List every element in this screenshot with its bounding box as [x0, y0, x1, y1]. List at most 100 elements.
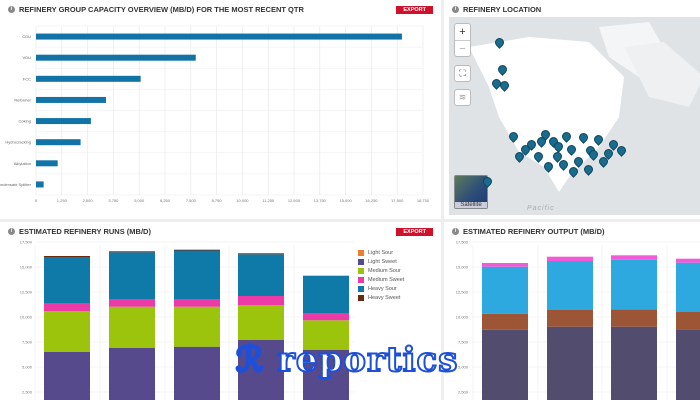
map-title: i REFINERY LOCATION — [452, 5, 541, 14]
legend-item[interactable]: Medium Sour — [358, 266, 404, 275]
output-panel: i ESTIMATED REFINERY OUTPUT (MB/D) 2,500 5… — [444, 222, 700, 400]
bar-segment-heavy-sweet — [109, 251, 155, 253]
bar-vdu — [36, 54, 196, 61]
y-category-label: Coking — [19, 119, 31, 124]
bar-alkylation — [36, 160, 58, 167]
y-tick-label: 10,000 — [20, 315, 33, 320]
bar-segment-heavy-sour — [238, 254, 284, 296]
bar-segment-light-sweet — [174, 346, 220, 400]
bar-condensate-splitter — [36, 181, 44, 188]
bar-segment-series-0 — [676, 329, 700, 400]
watermark-text: reportics — [276, 339, 459, 381]
zoom-in-button[interactable]: + — [455, 24, 470, 41]
bar-hydrocracking — [36, 139, 81, 146]
export-button[interactable]: EXPORT — [396, 6, 433, 14]
x-tick-label: 18,750 — [417, 198, 430, 203]
legend-item[interactable]: Heavy Sour — [358, 284, 404, 293]
x-tick-label: 17,500 — [391, 198, 404, 203]
y-category-label: FCC — [23, 76, 31, 81]
bar-segment-series-1 — [482, 313, 528, 330]
x-tick-label: 8,750 — [212, 198, 223, 203]
output-chart: 2,500 5,000 7,500 10,000 12,500 15,000 17,500 — [456, 240, 700, 400]
legend-swatch — [358, 249, 364, 256]
fullscreen-icon[interactable]: ⛶ — [454, 65, 471, 82]
capacity-chart: 0 1,250 2,500 3,750 5,000 6,250 7,500 8,750 10,0… — [0, 25, 430, 203]
bar-segment-heavy-sour — [109, 252, 155, 299]
x-tick-label: 12,500 — [288, 198, 301, 203]
x-tick-label: 2,500 — [83, 198, 94, 203]
bar-segment-series-0 — [547, 326, 593, 400]
ocean-label: Pacific — [527, 205, 555, 212]
runs-title: i ESTIMATED REFINERY RUNS (MB/D) — [8, 227, 151, 236]
runs-title-text: ESTIMATED REFINERY RUNS (MB/D) — [19, 227, 151, 236]
bar-segment-series-2 — [676, 262, 700, 312]
x-tick-label: 1,250 — [57, 198, 68, 203]
bar-cdu — [36, 33, 402, 40]
bar-segment-medium-sweet — [303, 313, 349, 321]
land-shapes — [469, 22, 700, 192]
x-tick-label: 0 — [35, 198, 38, 203]
bar-segment-series-3 — [611, 255, 657, 260]
legend-item[interactable]: Heavy Sweet — [358, 293, 404, 302]
output-title-text: ESTIMATED REFINERY OUTPUT (MB/D) — [463, 227, 605, 236]
bar-segment-heavy-sour — [174, 250, 220, 299]
satellite-label: Satellite — [455, 202, 487, 208]
x-tick-label: 3,750 — [108, 198, 119, 203]
y-tick-label: 15,000 — [20, 265, 33, 270]
bar-segment-heavy-sour — [44, 257, 90, 303]
y-category-label: CDU — [22, 34, 31, 39]
reportics-watermark-logo: ℛ reportics — [235, 339, 459, 381]
bar-segment-heavy-sour — [303, 275, 349, 313]
y-tick-label: 17,500 — [456, 240, 469, 245]
bar-segment-medium-sweet — [238, 296, 284, 305]
y-tick-label: 7,500 — [22, 340, 33, 345]
bar-segment-series-3 — [482, 263, 528, 267]
legend-label: Heavy Sweet — [368, 294, 401, 301]
y-tick-label: 5,000 — [22, 365, 33, 370]
runs-panel: i ESTIMATED REFINERY RUNS (MB/D) EXPORT 2… — [0, 222, 441, 400]
y-tick-label: 12,500 — [456, 290, 469, 295]
legend-item[interactable]: Light Sweet — [358, 257, 404, 266]
layers-icon[interactable]: ≋ — [454, 89, 471, 106]
map-panel: i REFINERY LOCATION + − ⛶ ≋ Satellite Pac… — [444, 0, 700, 219]
bar-coking — [36, 118, 91, 125]
bar-segment-series-0 — [611, 326, 657, 400]
x-tick-label: 7,500 — [186, 198, 197, 203]
info-icon[interactable]: i — [8, 6, 15, 13]
zoom-control: + − — [454, 23, 471, 57]
y-tick-label: 5,000 — [458, 365, 469, 370]
export-button[interactable]: EXPORT — [396, 228, 433, 236]
info-icon[interactable]: i — [8, 228, 15, 235]
bar-segment-series-1 — [611, 309, 657, 327]
x-tick-label: 11,250 — [262, 198, 275, 203]
x-tick-label: 13,750 — [314, 198, 327, 203]
bar-segment-medium-sour — [44, 311, 90, 352]
bar-segment-medium-sour — [109, 306, 155, 348]
refinery-map[interactable]: + − ⛶ ≋ Satellite Pacific — [449, 17, 700, 215]
bar-segment-series-2 — [482, 266, 528, 314]
bar-segment-series-3 — [547, 256, 593, 261]
info-icon[interactable]: i — [452, 6, 459, 13]
y-tick-label: 17,500 — [20, 240, 33, 245]
legend-item[interactable]: Medium Sweet — [358, 275, 404, 284]
bar-segment-medium-sweet — [109, 299, 155, 307]
bar-segment-heavy-sweet — [174, 249, 220, 251]
y-tick-label: 2,500 — [22, 390, 33, 395]
legend-item[interactable]: Light Sour — [358, 248, 404, 257]
y-category-label: Condensate Splitter — [0, 182, 32, 187]
legend-swatch — [358, 258, 364, 265]
bar-segment-light-sweet — [44, 352, 90, 400]
capacity-title: i REFINERY GROUP CAPACITY OVERVIEW (MB/D)… — [8, 5, 304, 14]
output-title: i ESTIMATED REFINERY OUTPUT (MB/D) — [452, 227, 605, 236]
bar-segment-series-2 — [611, 259, 657, 310]
bar-segment-series-0 — [482, 329, 528, 400]
legend-label: Medium Sour — [368, 267, 401, 274]
x-tick-label: 16,250 — [365, 198, 378, 203]
y-tick-label: 2,500 — [458, 390, 469, 395]
y-category-label: Hydrocracking — [5, 140, 31, 145]
info-icon[interactable]: i — [452, 228, 459, 235]
legend-swatch — [358, 294, 364, 301]
x-tick-label: 10,000 — [236, 198, 249, 203]
legend-label: Heavy Sour — [368, 285, 397, 292]
zoom-out-button[interactable]: − — [459, 43, 466, 55]
